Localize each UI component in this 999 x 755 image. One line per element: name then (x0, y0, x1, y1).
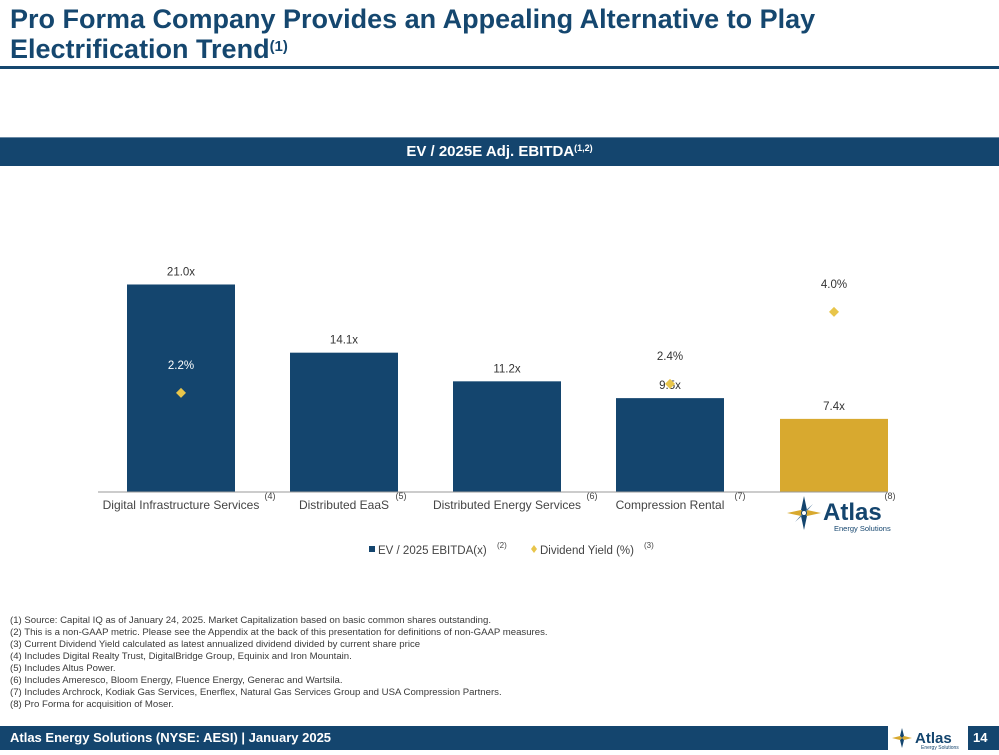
tick-note-distributed-eaas: (5) (396, 491, 407, 501)
tick-label-compression-rental: Compression Rental (616, 498, 725, 512)
title-footnote-ref: (1) (269, 38, 288, 55)
tick-note-compression-rental: (7) (735, 491, 746, 501)
legend-note-dividend-yield: (3) (644, 541, 654, 550)
tick-label-distributed-energy-services: Distributed Energy Services (433, 498, 581, 512)
page-number: 14 (973, 730, 988, 745)
page-title-text: Pro Forma Company Provides an Appealing … (10, 4, 816, 64)
chart-title-band: EV / 2025E Adj. EBITDA(1,2) (0, 137, 999, 166)
legend-label-dividend-yield: Dividend Yield (%) (540, 545, 634, 557)
chart-legend: EV / 2025 EBITDA(x) (2) Dividend Yield (… (369, 541, 654, 557)
yield-marker-atlas-energy-solutions (829, 306, 839, 317)
footnotes: (1) Source: Capital IQ as of January 24,… (10, 615, 970, 711)
bars-layer (127, 284, 888, 492)
tick-note-distributed-energy-services: (6) (587, 491, 598, 501)
chart-title: EV / 2025E Adj. EBITDA (406, 143, 575, 160)
footnote: (4) Includes Digital Realty Trust, Digit… (10, 651, 352, 662)
yield-label-atlas-energy-solutions: 4.0% (821, 279, 847, 291)
bar-label-atlas-energy-solutions: 7.4x (823, 401, 845, 413)
bar-atlas-energy-solutions (780, 418, 888, 492)
bar-distributed-energy-services (453, 381, 561, 492)
footer-star-icon (892, 728, 912, 748)
bar-label-distributed-energy-services: 11.2x (493, 363, 521, 375)
bar-label-digital-infrastructure-services: 21.0x (167, 266, 195, 278)
legend-note-ev-ebitda: (2) (497, 541, 507, 550)
atlas-logo: Atlas Energy Solutions (787, 496, 891, 533)
footnote: (8) Pro Forma for acquisition of Moser. (10, 699, 174, 710)
yield-label-compression-rental: 2.4% (657, 351, 683, 363)
footer-logo: Atlas Energy Solutions (888, 726, 968, 751)
footnote: (5) Includes Altus Power. (10, 663, 116, 674)
yield-marker-digital-infrastructure-services (176, 387, 186, 398)
atlas-star-icon (787, 496, 821, 530)
footnote: (6) Includes Ameresco, Bloom Energy, Flu… (10, 675, 343, 686)
yield-marker-compression-rental (665, 378, 675, 389)
footer-logo-wordmark: Atlas (915, 730, 952, 747)
tick-label-digital-infrastructure-services: Digital Infrastructure Services (103, 498, 260, 512)
bar-label-distributed-eaas: 14.1x (330, 335, 358, 347)
tick-label-distributed-eaas: Distributed EaaS (299, 498, 389, 512)
tick-labels-layer: Digital Infrastructure Services (4) Distri… (103, 491, 896, 512)
footnote: (7) Includes Archrock, Kodiak Gas Servic… (10, 687, 502, 698)
chart-title-footnote-ref: (1,2) (574, 143, 593, 153)
bar-compression-rental (616, 398, 724, 492)
legend-swatch-dividend-yield (531, 545, 537, 553)
logo-subtitle: Energy Solutions (834, 524, 891, 533)
legend-label-ev-ebitda: EV / 2025 EBITDA(x) (378, 545, 487, 557)
footnote: (3) Current Dividend Yield calculated as… (10, 639, 421, 650)
footnote: (2) This is a non-GAAP metric. Please se… (10, 627, 548, 638)
page-title: Pro Forma Company Provides an Appealing … (10, 4, 970, 64)
bar-distributed-eaas (290, 352, 398, 492)
footnote: (1) Source: Capital IQ as of January 24,… (10, 615, 492, 626)
footer-logo-subtitle: Energy Solutions (921, 745, 959, 750)
tick-note-atlas-energy-solutions: (8) (885, 491, 896, 501)
logo-wordmark: Atlas (823, 499, 882, 526)
legend-swatch-ev-ebitda (369, 546, 375, 552)
title-divider (0, 66, 999, 69)
yield-label-digital-infrastructure-services: 2.2% (168, 360, 194, 372)
tick-note-digital-infrastructure-services: (4) (265, 491, 276, 501)
footer-text: Atlas Energy Solutions (NYSE: AESI) | Ja… (10, 730, 332, 745)
footer-bar: Atlas Energy Solutions (NYSE: AESI) | Ja… (0, 726, 999, 751)
